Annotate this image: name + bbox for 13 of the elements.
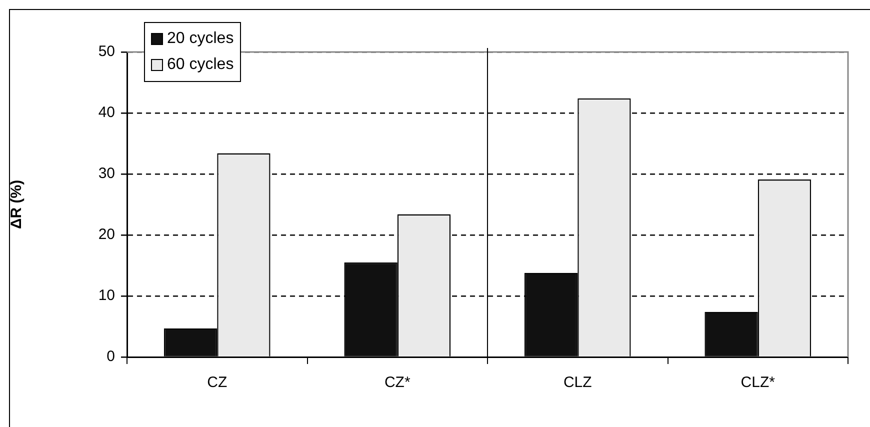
y-tick-label: 40 — [98, 104, 115, 122]
y-tick-label: 30 — [98, 165, 115, 182]
legend-label: 20 cycles — [167, 30, 234, 48]
y-tick-label: 0 — [106, 348, 115, 366]
y-tick-label: 10 — [98, 287, 115, 304]
legend-label: 60 cycles — [167, 56, 234, 74]
y-axis-title: ΔR (%) — [8, 180, 26, 230]
x-tick-label: CZ — [207, 374, 228, 392]
x-tick-label: CLZ — [563, 374, 592, 392]
y-tick-label: 20 — [98, 226, 115, 244]
x-tick-label: CZ* — [384, 374, 410, 392]
y-tick-label: 50 — [98, 43, 115, 60]
x-tick-label: CLZ* — [740, 374, 776, 392]
